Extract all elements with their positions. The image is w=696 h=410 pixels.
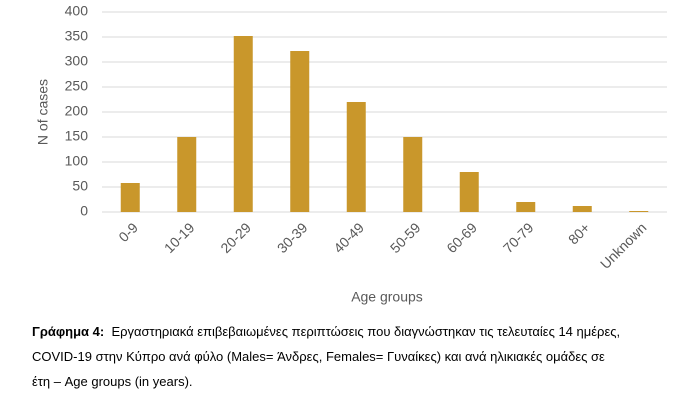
- bar: [177, 137, 197, 212]
- x-axis-label: Age groups: [351, 289, 423, 305]
- y-tick-label: 250: [65, 78, 89, 94]
- x-tick-label: 30-39: [274, 219, 311, 256]
- x-tick-label: 50-59: [387, 219, 424, 256]
- caption-line: COVID-19 στην Κύπρο ανά φύλο (Males= Άνδ…: [32, 349, 605, 364]
- x-tick-label: 80+: [565, 219, 593, 247]
- bar: [516, 202, 536, 212]
- x-tick-label: 0-9: [115, 219, 141, 245]
- bar: [346, 102, 366, 212]
- y-tick-label: 350: [65, 28, 89, 44]
- x-tick-label: 70-79: [500, 219, 537, 256]
- bar: [290, 51, 310, 212]
- caption-line: Γράφημα 4: Εργαστηριακά επιβεβαιωμένες π…: [32, 324, 692, 339]
- x-tick-label: 20-29: [217, 219, 254, 256]
- y-tick-label: 200: [65, 103, 89, 119]
- y-tick-label: 50: [72, 178, 88, 194]
- y-tick-label: 400: [65, 3, 89, 19]
- y-tick-label: 150: [65, 128, 89, 144]
- bar: [629, 211, 649, 212]
- caption-text: Εργαστηριακά επιβεβαιωμένες περιπτώσεις …: [111, 324, 621, 339]
- bar: [572, 206, 592, 212]
- caption-label: Γράφημα 4:: [32, 324, 105, 339]
- y-tick-label: 100: [65, 153, 89, 169]
- bar: [403, 137, 423, 212]
- y-tick-label: 300: [65, 53, 89, 69]
- x-tick-label: Unknown: [597, 219, 650, 272]
- caption-line: έτη – Age groups (in years).: [32, 374, 193, 389]
- chart: Age groups N of cases 0 50 100 150 200 250 300…: [35, 3, 667, 305]
- bar: [120, 183, 140, 212]
- y-tick-label: 0: [80, 203, 88, 219]
- y-axis-label: N of cases: [35, 79, 51, 145]
- bar: [459, 172, 479, 212]
- x-tick-label: 60-69: [443, 219, 480, 256]
- x-tick-label: 40-49: [330, 219, 367, 256]
- x-tick-label: 10-19: [161, 219, 198, 256]
- bar: [233, 36, 253, 212]
